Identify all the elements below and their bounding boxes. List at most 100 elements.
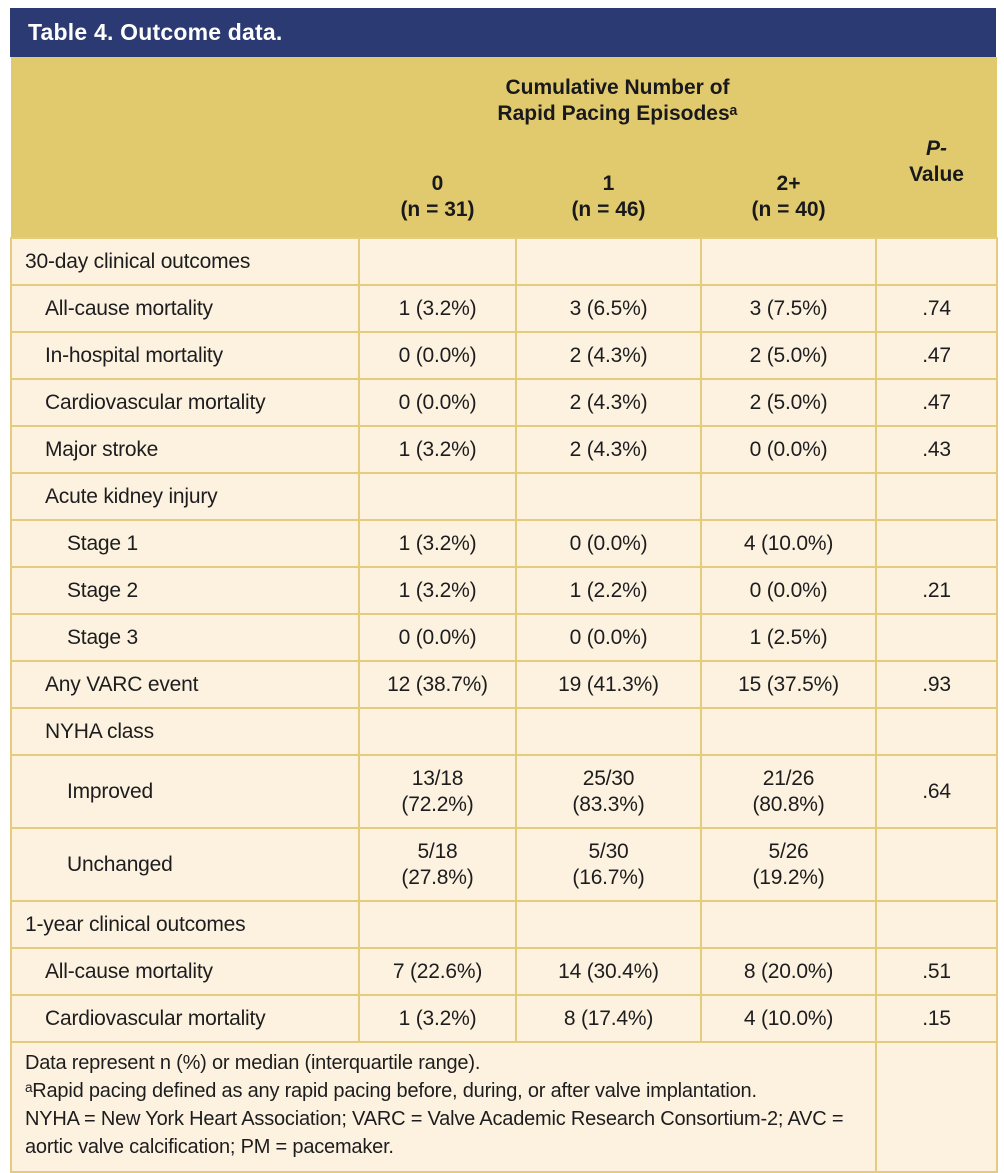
value-cell: 5/30 (16.7%) xyxy=(515,827,702,902)
table-row: Cardiovascular mortality 0 (0.0%) 2 (4.3… xyxy=(10,378,999,427)
p-value-cell: .47 xyxy=(875,378,999,427)
value-cell xyxy=(515,472,702,521)
row-label: Major stroke xyxy=(10,425,360,474)
p-value-cell xyxy=(875,519,999,568)
value-cell: 4 (10.0%) xyxy=(699,994,878,1043)
table-row: Stage 3 0 (0.0%) 0 (0.0%) 1 (2.5%) xyxy=(10,613,999,662)
row-label: Stage 1 xyxy=(10,519,360,568)
p-value-cell xyxy=(875,707,999,756)
header-spacer-cell xyxy=(11,167,359,238)
value-cell: 2 (4.3%) xyxy=(515,331,702,380)
p-value-header-line2: Value xyxy=(909,163,964,186)
column-header-0-episodes: 0 (n = 31) xyxy=(359,167,516,238)
table-body: 30-day clinical outcomes All-cause morta… xyxy=(10,237,999,1043)
p-value-cell: .15 xyxy=(875,994,999,1043)
value-cell: 0 (0.0%) xyxy=(358,613,517,662)
row-label: 30-day clinical outcomes xyxy=(10,237,360,286)
value-cell xyxy=(699,237,878,286)
p-value-cell: .64 xyxy=(875,754,999,829)
p-value-cell xyxy=(875,900,999,949)
value-cell: 8 (17.4%) xyxy=(515,994,702,1043)
value-cell: 13/18 (72.2%) xyxy=(358,754,517,829)
value-cell: 15 (37.5%) xyxy=(699,660,878,709)
table-row: Stage 1 1 (3.2%) 0 (0.0%) 4 (10.0%) xyxy=(10,519,999,568)
value-cell xyxy=(699,472,878,521)
value-cell: 1 (3.2%) xyxy=(358,519,517,568)
value-cell: 8 (20.0%) xyxy=(699,947,878,996)
row-label: Unchanged xyxy=(10,827,360,902)
p-value-cell xyxy=(875,827,999,902)
p-value-cell: .21 xyxy=(875,566,999,615)
table-row: All-cause mortality 7 (22.6%) 14 (30.4%)… xyxy=(10,947,999,996)
row-label: All-cause mortality xyxy=(10,284,360,333)
p-value-cell: .51 xyxy=(875,947,999,996)
table-row: All-cause mortality 1 (3.2%) 3 (6.5%) 3 … xyxy=(10,284,999,333)
table-row: Unchanged 5/18 (27.8%) 5/30 (16.7%) 5/26… xyxy=(10,827,999,902)
value-cell: 0 (0.0%) xyxy=(358,378,517,427)
p-value-cell xyxy=(875,472,999,521)
row-label: Stage 2 xyxy=(10,566,360,615)
value-cell: 3 (6.5%) xyxy=(515,284,702,333)
p-value-cell xyxy=(875,613,999,662)
table-row-section: Acute kidney injury xyxy=(10,472,999,521)
footnote-abbreviations: NYHA = New York Heart Association; VARC … xyxy=(25,1108,844,1158)
row-label: Stage 3 xyxy=(10,613,360,662)
value-cell: 1 (3.2%) xyxy=(358,284,517,333)
value-cell: 1 (3.2%) xyxy=(358,994,517,1043)
value-cell: 25/30 (83.3%) xyxy=(515,754,702,829)
value-cell: 0 (0.0%) xyxy=(515,613,702,662)
value-cell xyxy=(358,237,517,286)
value-cell: 5/26 (19.2%) xyxy=(699,827,878,902)
footnote-row: Data represent n (%) or median (interqua… xyxy=(9,1041,999,1173)
footnote-empty-cell xyxy=(875,1041,999,1173)
value-cell: 1 (3.2%) xyxy=(358,566,517,615)
p-value-header-line1: P- xyxy=(926,136,948,160)
table-row: Any VARC event 12 (38.7%) 19 (41.3%) 15 … xyxy=(10,660,999,709)
header-spacer-cell xyxy=(11,57,359,167)
value-cell: 2 (4.3%) xyxy=(515,378,702,427)
value-cell xyxy=(515,237,702,286)
table-row: In-hospital mortality 0 (0.0%) 2 (4.3%) … xyxy=(10,331,999,380)
value-cell: 21/26 (80.8%) xyxy=(699,754,878,829)
value-cell: 5/18 (27.8%) xyxy=(358,827,517,902)
table-row: Improved 13/18 (72.2%) 25/30 (83.3%) 21/… xyxy=(10,754,999,829)
table-row-section: NYHA class xyxy=(10,707,999,756)
p-value-cell: .93 xyxy=(875,660,999,709)
value-cell: 4 (10.0%) xyxy=(699,519,878,568)
table-header: Cumulative Number of Rapid Pacing Episod… xyxy=(11,57,998,238)
value-cell: 1 (2.5%) xyxy=(699,613,878,662)
value-cell xyxy=(358,472,517,521)
value-cell: 0 (0.0%) xyxy=(699,425,878,474)
p-value-cell xyxy=(875,237,999,286)
value-cell: 19 (41.3%) xyxy=(515,660,702,709)
column-group-header: Cumulative Number of Rapid Pacing Episod… xyxy=(359,57,877,167)
row-label: All-cause mortality xyxy=(10,947,360,996)
column-header-1-episode: 1 (n = 46) xyxy=(516,167,701,238)
value-cell: 14 (30.4%) xyxy=(515,947,702,996)
p-value-header: P- Value xyxy=(876,57,998,238)
row-label: Improved xyxy=(10,754,360,829)
value-cell xyxy=(358,900,517,949)
value-cell xyxy=(699,900,878,949)
p-value-cell: .74 xyxy=(875,284,999,333)
value-cell: 12 (38.7%) xyxy=(358,660,517,709)
footnote-data-legend: Data represent n (%) or median (interqua… xyxy=(25,1052,481,1074)
row-label: NYHA class xyxy=(10,707,360,756)
p-value-cell: .43 xyxy=(875,425,999,474)
table-title-bar: Table 4. Outcome data. xyxy=(10,8,996,57)
outcome-data-table: Cumulative Number of Rapid Pacing Episod… xyxy=(9,57,999,1173)
table-footer: Data represent n (%) or median (interqua… xyxy=(9,1041,999,1173)
table-row-section: 1-year clinical outcomes xyxy=(10,900,999,949)
column-header-2plus-episodes: 2+ (n = 40) xyxy=(701,167,877,238)
value-cell: 2 (4.3%) xyxy=(515,425,702,474)
footnotes-cell: Data represent n (%) or median (interqua… xyxy=(9,1041,878,1173)
table-row-section: 30-day clinical outcomes xyxy=(10,237,999,286)
value-cell: 1 (3.2%) xyxy=(358,425,517,474)
row-label: Any VARC event xyxy=(10,660,360,709)
row-label: 1-year clinical outcomes xyxy=(10,900,360,949)
value-cell: 2 (5.0%) xyxy=(699,378,878,427)
row-label: Cardiovascular mortality xyxy=(10,994,360,1043)
value-cell xyxy=(515,900,702,949)
value-cell: 0 (0.0%) xyxy=(358,331,517,380)
table-row: Major stroke 1 (3.2%) 2 (4.3%) 0 (0.0%) … xyxy=(10,425,999,474)
